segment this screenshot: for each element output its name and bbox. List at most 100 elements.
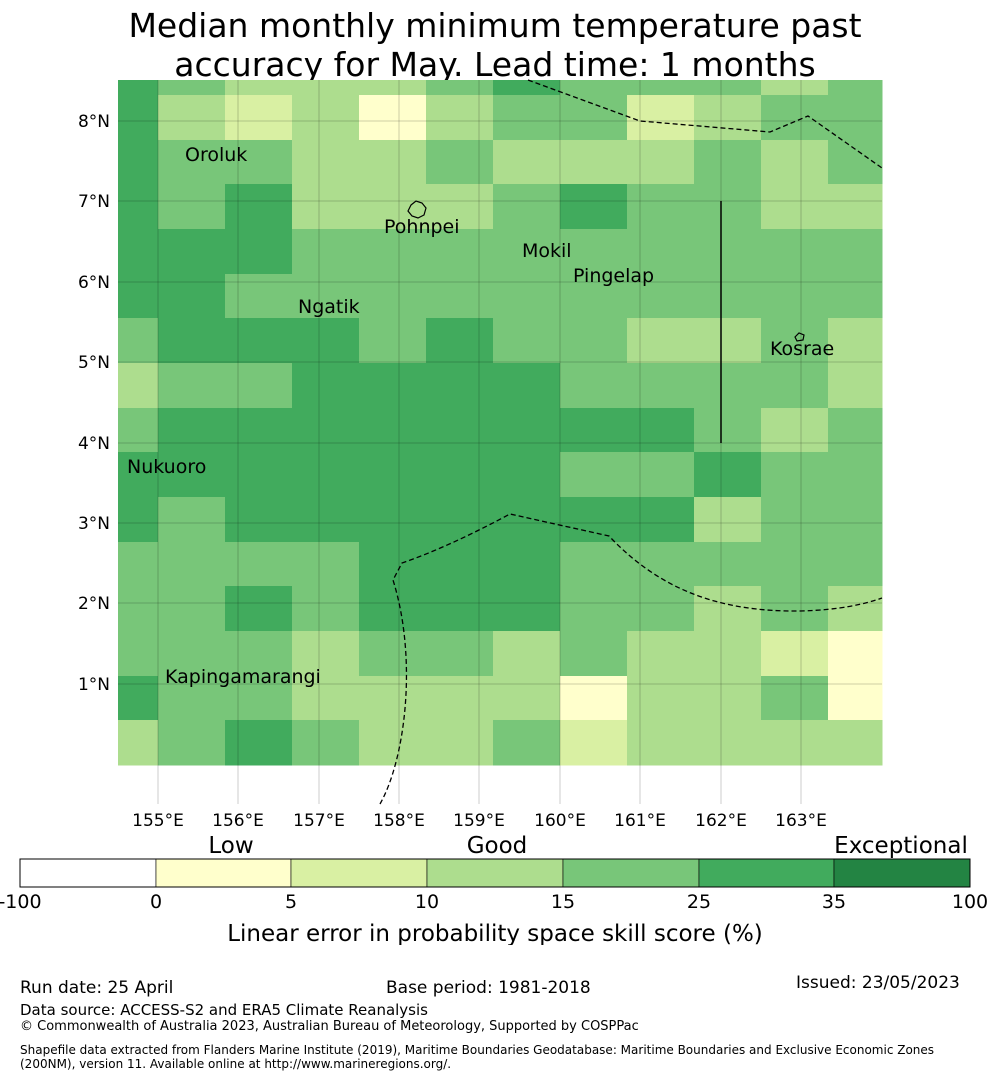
grid-cell — [493, 80, 561, 96]
grid-cell — [158, 542, 226, 587]
grid-cell — [627, 95, 695, 141]
grid-cell — [292, 497, 360, 543]
latitude-label: 3°N — [78, 514, 110, 534]
grid-cell — [118, 318, 159, 364]
grid-cell — [225, 184, 293, 230]
grid-cell — [761, 95, 829, 141]
grid-cell — [560, 497, 628, 543]
grid-cell — [694, 318, 762, 364]
longitude-labels: 155°E 156°E 157°E 158°E 159°E 160°E 161°E 162°E… — [132, 811, 827, 830]
grid-cell — [493, 363, 561, 409]
grid-cell — [426, 497, 494, 543]
grid-cell — [828, 318, 883, 364]
grid-cell — [761, 452, 829, 498]
grid-cell — [560, 720, 628, 766]
grid-cell — [627, 497, 695, 543]
grid-cell — [426, 676, 494, 721]
grid-cell — [828, 586, 883, 632]
grid-cell — [292, 229, 360, 275]
grid-cell — [359, 586, 427, 632]
grid-cell — [158, 274, 226, 319]
grid-cell — [828, 497, 883, 543]
colorbar-tick-label: 10 — [415, 891, 439, 913]
grid-cell — [761, 184, 829, 230]
grid-cell — [828, 631, 883, 677]
grid-cell — [627, 229, 695, 275]
latitude-labels: 8°N 7°N 6°N 5°N 4°N 3°N 2°N 1°N — [78, 112, 110, 695]
colorbar-tick-label: 100 — [952, 891, 988, 913]
grid-cell — [292, 80, 360, 96]
grid-cell — [493, 229, 561, 275]
grid-cell — [426, 229, 494, 275]
grid-cell — [761, 497, 829, 543]
place-label: Mokil — [522, 240, 572, 262]
grid-cell — [761, 631, 829, 677]
colorbar-tick-label: -100 — [0, 891, 42, 913]
eez-boundary-south — [379, 513, 883, 805]
place-label: Ngatik — [298, 296, 360, 318]
grid-cell — [694, 229, 762, 275]
grid-cell — [426, 452, 494, 498]
grid-cell — [292, 140, 360, 185]
grid-cell — [426, 720, 494, 766]
grid-cell — [560, 631, 628, 677]
grid-cell — [426, 408, 494, 453]
grid-cell — [426, 631, 494, 677]
grid-cell — [828, 363, 883, 409]
grid-cell — [761, 676, 829, 721]
grid-cell — [627, 80, 695, 96]
grid-cell — [225, 80, 293, 96]
colorbar-category-labels: Low Good Exceptional — [208, 833, 967, 859]
grid-cell — [761, 586, 829, 632]
grid-cell — [627, 542, 695, 587]
colorbar-tick-label: 15 — [551, 891, 575, 913]
data-source: Data source: ACCESS-S2 and ERA5 Climate … — [20, 1001, 428, 1019]
grid-cell — [359, 184, 427, 230]
grid-cell — [560, 452, 628, 498]
grid-cell — [560, 229, 628, 275]
grid-cell — [560, 80, 628, 96]
grid-cell — [225, 95, 293, 141]
grid-cell — [158, 80, 226, 96]
grid-cell — [761, 542, 829, 587]
colorbar-swatch — [562, 858, 700, 888]
grid-cell — [560, 274, 628, 319]
grid-cell — [292, 274, 360, 319]
grid-cell — [359, 720, 427, 766]
longitude-label: 160°E — [534, 811, 586, 830]
grid-cell — [426, 318, 494, 364]
grid-cell — [292, 408, 360, 453]
grid-cell — [493, 586, 561, 632]
map-title: Median monthly minimum temperature past … — [0, 6, 990, 84]
grid-cell — [694, 408, 762, 453]
grid-cell — [493, 497, 561, 543]
grid-cell — [627, 274, 695, 319]
latitude-label: 6°N — [78, 273, 110, 293]
grid-cell — [158, 497, 226, 543]
grid-cell — [493, 542, 561, 587]
colorbar-swatch — [290, 858, 428, 888]
grid-cell — [694, 452, 762, 498]
grid-cell — [426, 80, 494, 96]
grid-cell — [426, 274, 494, 319]
grid-cell — [426, 140, 494, 185]
grid-cell — [118, 676, 159, 721]
grid-cell — [426, 586, 494, 632]
longitude-label: 156°E — [212, 811, 264, 830]
grid-cell — [627, 631, 695, 677]
longitude-label: 161°E — [614, 811, 666, 830]
grid-cell — [118, 408, 159, 453]
skill-grid — [118, 80, 883, 766]
grid-cell — [225, 452, 293, 498]
grid-cell — [694, 631, 762, 677]
grid-cell — [694, 80, 762, 96]
place-label: Nukuoro — [127, 456, 206, 478]
grid-cell — [694, 497, 762, 543]
grid-cell — [828, 720, 883, 766]
grid-cell — [493, 720, 561, 766]
grid-cell — [225, 274, 293, 319]
grid-cell — [761, 140, 829, 185]
grid-cell — [828, 184, 883, 230]
grid-cell — [118, 140, 159, 185]
place-label: Oroluk — [185, 144, 247, 166]
